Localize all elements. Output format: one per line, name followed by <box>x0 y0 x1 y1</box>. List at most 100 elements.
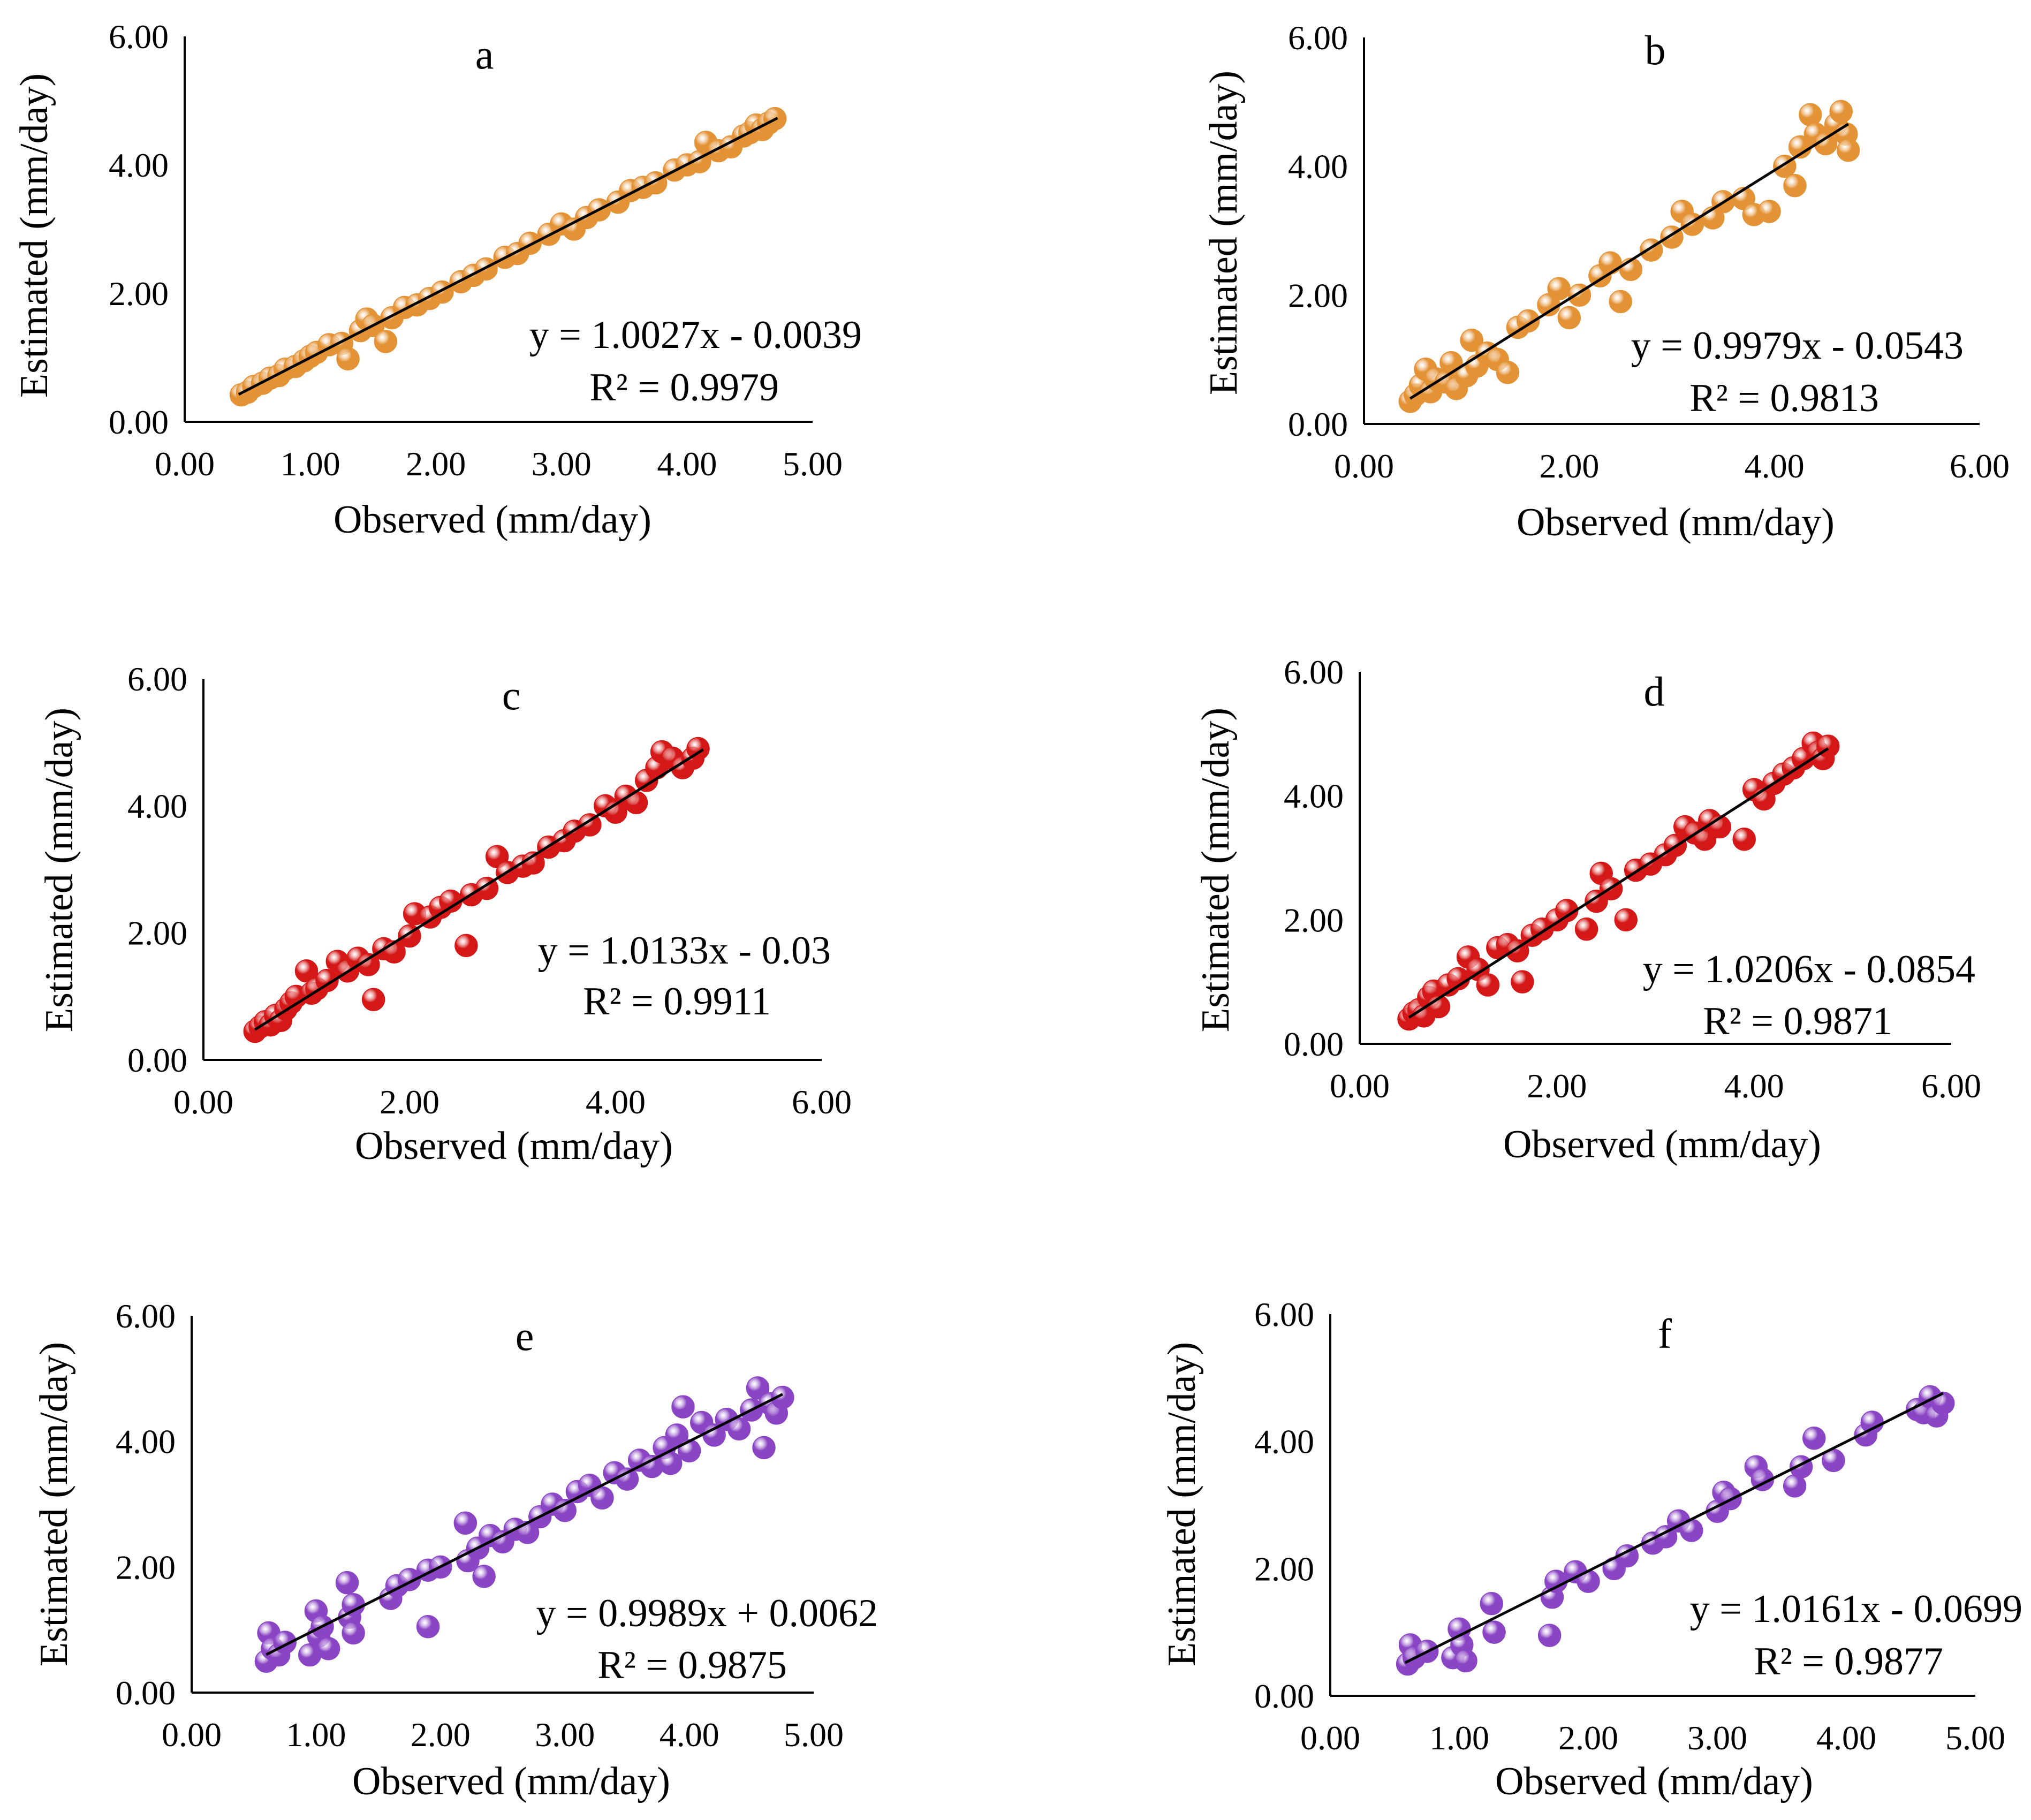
x-tick-label: 2.00 <box>1527 1067 1587 1105</box>
panel-c-x-axis-title: Observed (mm/day) <box>355 1124 673 1168</box>
data-point <box>1537 1624 1562 1647</box>
x-tick-label: 0.00 <box>1300 1719 1360 1757</box>
x-tick-label: 2.00 <box>1558 1719 1618 1757</box>
panel-c-equation: y = 1.0133x - 0.03 <box>538 929 831 973</box>
panel-e: Observed (mm/day) Estimated (mm/day) 0.0… <box>32 1297 878 1803</box>
x-tick-label: 3.00 <box>1687 1719 1747 1757</box>
x-tick-label: 2.00 <box>406 445 466 483</box>
panel-f-y-axis-title: Estimated (mm/day) <box>1160 1342 1204 1666</box>
panel-b-label: b <box>1645 27 1666 73</box>
x-tick-label: 4.00 <box>660 1716 719 1754</box>
panel-b-r-squared: R² = 0.9813 <box>1689 376 1879 420</box>
y-tick-label: 2.00 <box>1288 276 1348 314</box>
data-point <box>1802 1426 1826 1450</box>
x-tick-label: 5.00 <box>783 445 843 483</box>
y-tick-label: 6.00 <box>109 18 169 56</box>
x-tick-label: 4.00 <box>657 445 717 483</box>
y-tick-label: 0.00 <box>1288 405 1348 443</box>
data-point <box>1516 309 1540 333</box>
data-point <box>361 988 385 1012</box>
trendline <box>1408 747 1829 1019</box>
panel-b-x-axis-title: Observed (mm/day) <box>1517 500 1835 544</box>
panel-e-x-axis-title: Observed (mm/day) <box>352 1760 670 1803</box>
panel-a-label: a <box>475 31 494 78</box>
panel-a-y-axis-title: Estimated (mm/day) <box>12 73 56 398</box>
y-tick-label: 2.00 <box>116 1548 176 1586</box>
panel-f-equation: y = 1.0161x - 0.0699 <box>1690 1587 2022 1631</box>
x-tick-label: 6.00 <box>792 1083 852 1121</box>
x-tick-label: 0.00 <box>1330 1067 1390 1105</box>
y-tick-label: 6.00 <box>116 1297 176 1335</box>
panel-e-r-squared: R² = 0.9875 <box>597 1643 787 1687</box>
x-tick-label: 3.00 <box>532 445 592 483</box>
y-tick-label: 2.00 <box>1254 1550 1314 1588</box>
data-point <box>1557 306 1581 330</box>
data-point <box>686 737 710 761</box>
x-tick-label: 0.00 <box>173 1083 233 1121</box>
x-tick-label: 1.00 <box>1429 1719 1489 1757</box>
x-tick-label: 6.00 <box>1921 1067 1981 1105</box>
y-tick-label: 4.00 <box>127 787 187 825</box>
x-tick-label: 0.00 <box>1334 447 1394 485</box>
data-point <box>1783 174 1807 198</box>
panel-d-equation: y = 1.0206x - 0.0854 <box>1643 947 1975 991</box>
data-point <box>644 171 668 195</box>
panel-f-x-axis-title: Observed (mm/day) <box>1495 1760 1813 1803</box>
data-point <box>335 1571 359 1595</box>
data-point <box>1609 290 1632 314</box>
panel-a-x-axis-title: Observed (mm/day) <box>334 498 651 542</box>
panel-f-r-squared: R² = 0.9877 <box>1754 1640 1943 1684</box>
data-point <box>1836 138 1860 162</box>
panel-d-y-axis-title: Estimated (mm/day) <box>1194 708 1238 1032</box>
y-tick-label: 2.00 <box>1284 901 1344 939</box>
data-point <box>1829 100 1853 124</box>
x-tick-label: 3.00 <box>535 1716 595 1754</box>
data-point <box>1757 200 1781 223</box>
x-tick-label: 4.00 <box>1816 1719 1876 1757</box>
panel-d: Observed (mm/day) Estimated (mm/day) 0.0… <box>1194 653 1981 1166</box>
data-point <box>677 1439 701 1463</box>
panel-c-r-squared: R² = 0.9911 <box>583 980 771 1023</box>
panel-d-x-axis-title: Observed (mm/day) <box>1503 1123 1821 1166</box>
y-tick-label: 2.00 <box>109 275 169 313</box>
x-tick-label: 2.00 <box>380 1083 439 1121</box>
data-point <box>454 934 478 958</box>
data-point <box>671 1395 695 1419</box>
data-point <box>1460 328 1483 352</box>
y-tick-label: 4.00 <box>1288 148 1348 186</box>
trendline <box>1409 123 1849 400</box>
data-point <box>315 968 339 992</box>
x-tick-label: 6.00 <box>1950 447 2010 485</box>
panel-c-y-axis-title: Estimated (mm/day) <box>37 708 81 1032</box>
y-tick-label: 6.00 <box>127 660 187 698</box>
y-tick-label: 0.00 <box>116 1674 176 1712</box>
data-point <box>771 1385 794 1409</box>
data-point <box>342 1621 365 1645</box>
data-point <box>294 959 319 983</box>
x-tick-label: 5.00 <box>784 1716 844 1754</box>
data-point <box>1480 1591 1503 1616</box>
data-point <box>624 791 648 815</box>
y-tick-label: 0.00 <box>109 403 169 441</box>
data-point <box>1598 251 1622 275</box>
x-tick-label: 0.00 <box>155 445 215 483</box>
data-point <box>1547 277 1571 301</box>
y-tick-label: 0.00 <box>127 1041 187 1079</box>
panel-b-y-axis-title: Estimated (mm/day) <box>1202 71 1246 395</box>
data-point <box>578 813 602 837</box>
data-point <box>453 1511 478 1535</box>
x-tick-label: 4.00 <box>1724 1067 1784 1105</box>
panel-f: Observed (mm/day) Estimated (mm/day) 0.0… <box>1160 1295 2022 1803</box>
data-point <box>316 1637 340 1660</box>
panel-e-label: e <box>516 1313 534 1359</box>
y-tick-label: 0.00 <box>1284 1025 1344 1063</box>
panel-f-label: f <box>1658 1310 1672 1357</box>
x-tick-label: 2.00 <box>1539 447 1599 485</box>
data-point <box>1931 1391 1955 1415</box>
data-point <box>1454 1649 1477 1673</box>
data-point <box>1732 828 1756 851</box>
data-point <box>342 1592 365 1617</box>
data-point <box>746 1376 770 1400</box>
data-point <box>1574 917 1598 941</box>
y-tick-label: 6.00 <box>1288 19 1348 57</box>
